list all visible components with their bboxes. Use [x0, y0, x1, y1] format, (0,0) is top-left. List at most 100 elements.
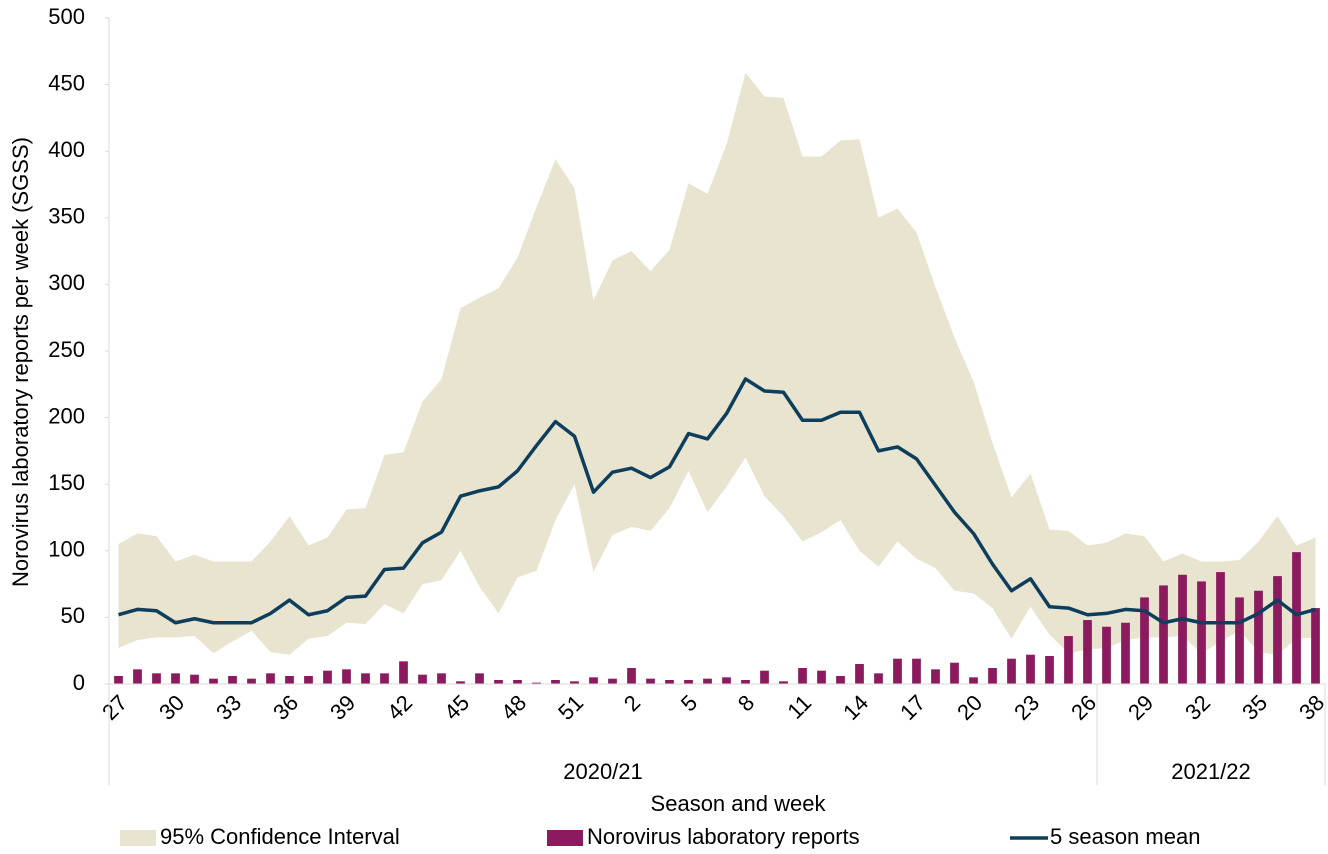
bar [114, 676, 123, 684]
bar [551, 680, 560, 684]
x-tick-label: 27 [97, 690, 132, 725]
x-axis-title: Season and week [651, 791, 827, 816]
bar [152, 673, 161, 684]
x-tick-label: 14 [838, 690, 873, 725]
legend-swatch [120, 830, 156, 846]
bar [304, 676, 313, 684]
group-label: 2020/21 [563, 759, 643, 784]
bar [228, 676, 237, 684]
bar [285, 676, 294, 684]
bar [855, 664, 864, 684]
bar [1159, 585, 1168, 684]
bar [1045, 656, 1054, 684]
bar [665, 680, 674, 684]
bar [323, 670, 332, 684]
y-tick-label: 50 [61, 603, 85, 628]
x-tick-label: 33 [211, 690, 246, 725]
bar [380, 673, 389, 684]
bar [950, 662, 959, 684]
bar [513, 680, 522, 684]
x-tick-label: 20 [952, 690, 987, 725]
bar [760, 670, 769, 684]
bar [361, 673, 370, 684]
bar [779, 681, 788, 684]
bar [1121, 622, 1130, 684]
y-tick-label: 300 [48, 270, 85, 295]
x-tick-label: 29 [1123, 690, 1158, 725]
bar [1254, 590, 1263, 684]
bar [817, 670, 826, 684]
y-tick-label: 350 [48, 204, 85, 229]
x-tick-label: 23 [1009, 690, 1044, 725]
bar [722, 677, 731, 684]
x-tick-label: 30 [154, 690, 189, 725]
x-tick-label: 11 [782, 690, 816, 724]
bar [1007, 658, 1016, 684]
y-tick-label: 500 [48, 4, 85, 29]
bar [969, 677, 978, 684]
bar [247, 678, 256, 684]
bar [342, 669, 351, 684]
confidence-band [118, 72, 1316, 655]
y-tick-label: 100 [48, 537, 85, 562]
x-tick-label: 5 [676, 690, 702, 716]
bar [684, 680, 693, 684]
bar [532, 682, 541, 684]
legend-label: Norovirus laboratory reports [587, 824, 860, 849]
bar [589, 677, 598, 684]
bar [266, 673, 275, 684]
bar [798, 668, 807, 684]
x-tick-label: 17 [895, 690, 930, 725]
x-tick-label: 32 [1180, 690, 1215, 725]
bar [1216, 572, 1225, 684]
x-tick-label: 51 [553, 690, 588, 725]
y-tick-label: 400 [48, 137, 85, 162]
x-tick-label: 8 [733, 690, 759, 716]
bar [1083, 620, 1092, 684]
y-tick-label: 450 [48, 70, 85, 95]
y-tick-label: 150 [48, 470, 85, 495]
bar [836, 676, 845, 684]
bar [1064, 636, 1073, 684]
legend-label: 5 season mean [1050, 824, 1200, 849]
bar [1102, 626, 1111, 684]
bar [646, 678, 655, 684]
bar [703, 678, 712, 684]
y-tick-label: 250 [48, 337, 85, 362]
bar [874, 673, 883, 684]
x-tick-label: 39 [325, 690, 360, 725]
x-tick-label: 36 [268, 690, 303, 725]
bar [1311, 608, 1320, 684]
bar [437, 673, 446, 684]
y-axis-title: Norovirus laboratory reports per week (S… [8, 137, 33, 587]
x-tick-label: 48 [496, 690, 531, 725]
bar [627, 668, 636, 684]
x-tick-label: 2 [619, 690, 645, 716]
bar [608, 678, 617, 684]
bar [1026, 654, 1035, 684]
bar [931, 669, 940, 684]
bar [418, 674, 427, 684]
legend-swatch [547, 830, 583, 846]
group-label: 2021/22 [1171, 759, 1251, 784]
bar [475, 673, 484, 684]
bar [209, 678, 218, 684]
x-tick-label: 35 [1237, 690, 1272, 725]
x-tick-label: 26 [1066, 690, 1101, 725]
bar [399, 661, 408, 684]
bar [190, 674, 199, 684]
bar [741, 680, 750, 684]
x-tick-label: 38 [1294, 690, 1328, 725]
bar [1197, 581, 1206, 684]
bar [456, 681, 465, 684]
bar [1235, 597, 1244, 684]
bar [1140, 597, 1149, 684]
bar [1178, 574, 1187, 684]
bar [1273, 576, 1282, 684]
bar [133, 669, 142, 684]
bar [1292, 552, 1301, 684]
x-tick-label: 42 [382, 690, 417, 725]
line [118, 377, 1316, 625]
y-tick-label: 0 [73, 670, 85, 695]
